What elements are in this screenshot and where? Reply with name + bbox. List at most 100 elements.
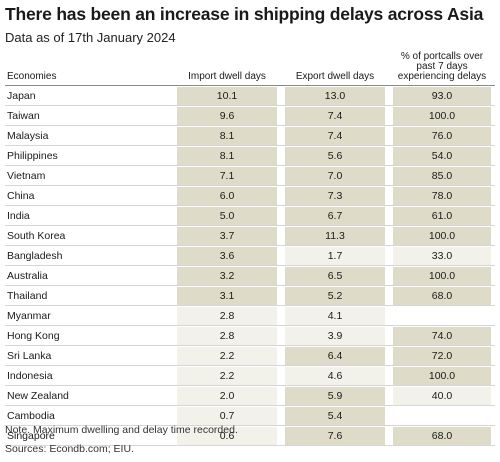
import-dwell-cell: 2.2: [177, 346, 277, 365]
delays-percent-cell: 76.0: [393, 126, 491, 145]
export-dwell-cell: 7.4: [285, 106, 385, 125]
economy-name: Malaysia: [5, 125, 173, 146]
export-dwell-cell-wrap: 7.4: [281, 125, 389, 146]
table-row: Thailand 3.1 5.2 68.0: [5, 285, 495, 306]
import-dwell-cell-wrap: 3.7: [173, 225, 281, 246]
import-dwell-cell: 0.6: [177, 426, 277, 445]
delays-percent-cell: 61.0: [393, 206, 491, 225]
economy-name: Myanmar: [5, 305, 173, 326]
chart-subtitle: Data as of 17th January 2024: [5, 30, 176, 45]
delays-percent-cell: 100.0: [393, 366, 491, 385]
export-dwell-cell-wrap: 3.9: [281, 325, 389, 346]
delays-percent-cell: 54.0: [393, 146, 491, 165]
table-row: Vietnam 7.1 7.0 85.0: [5, 165, 495, 186]
column-header-economies: Economies: [5, 46, 173, 86]
export-dwell-cell: 5.4: [285, 406, 385, 425]
export-dwell-cell: 3.9: [285, 326, 385, 345]
import-dwell-cell-wrap: 2.0: [173, 385, 281, 406]
delays-percent-cell-wrap: 78.0: [389, 185, 495, 206]
import-dwell-cell: 7.1: [177, 166, 277, 185]
footnote: Note. Maximum dwelling and delay time re…: [5, 424, 238, 436]
table-row: Japan 10.1 13.0 93.0: [5, 85, 495, 106]
economy-name: Cambodia: [5, 405, 173, 426]
table-row: Myanmar 2.8 4.1: [5, 305, 495, 326]
import-dwell-cell: 0.7: [177, 406, 277, 425]
export-dwell-cell-wrap: 4.6: [281, 365, 389, 386]
table-row: South Korea 3.7 11.3 100.0: [5, 225, 495, 246]
import-dwell-cell-wrap: 7.1: [173, 165, 281, 186]
delays-percent-cell-wrap: 100.0: [389, 225, 495, 246]
delays-percent-cell-wrap: 68.0: [389, 285, 495, 306]
import-dwell-cell: 2.8: [177, 306, 277, 325]
delays-percent-cell: 78.0: [393, 186, 491, 205]
table-row: Taiwan 9.6 7.4 100.0: [5, 105, 495, 126]
export-dwell-cell-wrap: 6.5: [281, 265, 389, 286]
delays-percent-cell-wrap: 40.0: [389, 385, 495, 406]
export-dwell-cell: 5.6: [285, 146, 385, 165]
delays-percent-cell-wrap: 68.0: [389, 425, 495, 446]
export-dwell-cell: 4.1: [285, 306, 385, 325]
delays-percent-cell: 68.0: [393, 426, 491, 445]
export-dwell-cell: 7.3: [285, 186, 385, 205]
delays-percent-cell: 68.0: [393, 286, 491, 305]
import-dwell-cell-wrap: 2.8: [173, 325, 281, 346]
export-dwell-cell: 7.6: [285, 426, 385, 445]
table-row: Hong Kong 2.8 3.9 74.0: [5, 325, 495, 346]
import-dwell-cell-wrap: 0.7: [173, 405, 281, 426]
export-dwell-cell-wrap: 7.0: [281, 165, 389, 186]
import-dwell-cell: 3.6: [177, 246, 277, 265]
table-row: China 6.0 7.3 78.0: [5, 185, 495, 206]
column-header-delays: % of portcalls over past 7 days experien…: [389, 46, 495, 86]
import-dwell-cell-wrap: 0.6: [173, 425, 281, 446]
table-row: Singapore 0.6 7.6 68.0: [5, 425, 495, 446]
export-dwell-cell-wrap: 13.0: [281, 85, 389, 106]
export-dwell-cell: 6.5: [285, 266, 385, 285]
import-dwell-cell-wrap: 6.0: [173, 185, 281, 206]
economy-name: Hong Kong: [5, 325, 173, 346]
export-dwell-cell-wrap: 4.1: [281, 305, 389, 326]
table-row: India 5.0 6.7 61.0: [5, 205, 495, 226]
import-dwell-cell-wrap: 8.1: [173, 145, 281, 166]
export-dwell-cell: 4.6: [285, 366, 385, 385]
economy-name: Philippines: [5, 145, 173, 166]
delays-percent-cell-wrap: 100.0: [389, 265, 495, 286]
export-dwell-cell: 1.7: [285, 246, 385, 265]
import-dwell-cell-wrap: 2.2: [173, 345, 281, 366]
table-row: New Zealand 2.0 5.9 40.0: [5, 385, 495, 406]
economy-name: Thailand: [5, 285, 173, 306]
economy-name: New Zealand: [5, 385, 173, 406]
export-dwell-cell: 7.4: [285, 126, 385, 145]
import-dwell-cell-wrap: 3.1: [173, 285, 281, 306]
economy-name: Australia: [5, 265, 173, 286]
column-header-import: Import dwell days: [173, 46, 281, 86]
delays-percent-cell: 40.0: [393, 386, 491, 405]
export-dwell-cell-wrap: 5.6: [281, 145, 389, 166]
delays-percent-cell-wrap: 100.0: [389, 105, 495, 126]
table-body: Japan 10.1 13.0 93.0 Taiwan 9.6 7.4 100.0 Malays…: [5, 85, 495, 446]
import-dwell-cell-wrap: 2.2: [173, 365, 281, 386]
delays-percent-cell-wrap: 76.0: [389, 125, 495, 146]
chart-title: There has been an increase in shipping d…: [5, 4, 484, 24]
delays-percent-cell: [393, 406, 491, 425]
import-dwell-cell: 2.2: [177, 366, 277, 385]
economy-name: Taiwan: [5, 105, 173, 126]
economy-name: India: [5, 205, 173, 226]
export-dwell-cell-wrap: 7.4: [281, 105, 389, 126]
import-dwell-cell: 2.0: [177, 386, 277, 405]
import-dwell-cell: 5.0: [177, 206, 277, 225]
import-dwell-cell: 10.1: [177, 86, 277, 105]
delays-percent-cell: [393, 306, 491, 325]
import-dwell-cell: 2.8: [177, 326, 277, 345]
delays-percent-cell-wrap: 100.0: [389, 365, 495, 386]
delays-percent-cell: 93.0: [393, 86, 491, 105]
import-dwell-cell: 3.7: [177, 226, 277, 245]
delays-percent-cell: 33.0: [393, 246, 491, 265]
export-dwell-cell: 13.0: [285, 86, 385, 105]
export-dwell-cell-wrap: 5.9: [281, 385, 389, 406]
delays-percent-cell-wrap: 61.0: [389, 205, 495, 226]
export-dwell-cell-wrap: 7.6: [281, 425, 389, 446]
export-dwell-cell-wrap: 6.7: [281, 205, 389, 226]
delays-percent-cell-wrap: 33.0: [389, 245, 495, 266]
economy-name: Sri Lanka: [5, 345, 173, 366]
delays-percent-cell-wrap: [389, 405, 495, 426]
